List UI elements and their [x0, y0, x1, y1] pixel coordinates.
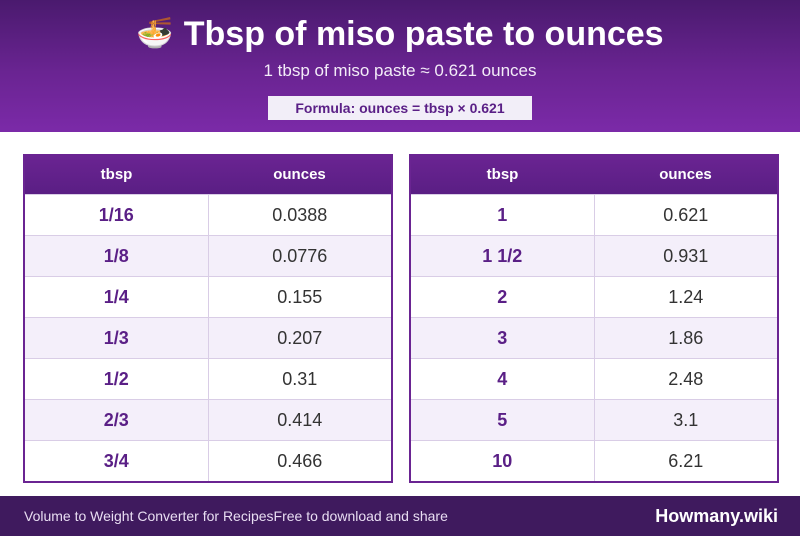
cell-ounces: 6.21	[668, 451, 704, 471]
column-header-ounces: ounces	[273, 166, 326, 183]
page-title-text: Tbsp of miso paste to ounces	[183, 15, 664, 53]
table-row: 5 3.1	[411, 399, 777, 440]
noodle-bowl-icon: 🍜	[136, 17, 174, 50]
cell-tbsp: 10	[411, 441, 595, 481]
table-row: 1/4 0.155	[25, 276, 391, 317]
cell-ounces: 0.621	[663, 205, 709, 225]
column-header-tbsp: tbsp	[486, 166, 519, 183]
formula-badge: Formula: ounces = tbsp × 0.621	[268, 96, 532, 120]
table-row: 1 1/2 0.931	[411, 235, 777, 276]
table-row: 1/2 0.31	[25, 358, 391, 399]
cell-tbsp: 5	[411, 400, 595, 440]
conversion-table-right: tbsp ounces 1 0.621 1 1/2 0.931 2 1.24 3 1.86 4 2…	[409, 154, 779, 483]
table-row: 1/16 0.0388	[25, 194, 391, 235]
table-row: 10 6.21	[411, 440, 777, 481]
cell-ounces: 0.207	[277, 328, 323, 348]
cell-ounces: 0.466	[277, 451, 323, 471]
cell-ounces: 3.1	[673, 410, 699, 430]
column-header-ounces: ounces	[659, 166, 712, 183]
page-title: 🍜 Tbsp of miso paste to ounces	[0, 12, 800, 56]
table-row: 2 1.24	[411, 276, 777, 317]
conversion-table-left: tbsp ounces 1/16 0.0388 1/8 0.0776 1/4 0.155 1…	[23, 154, 393, 483]
table-row: 3 1.86	[411, 317, 777, 358]
cell-ounces: 0.414	[277, 410, 323, 430]
table-row: 2/3 0.414	[25, 399, 391, 440]
cell-ounces: 0.931	[663, 246, 709, 266]
cell-ounces: 2.48	[668, 369, 704, 389]
cell-tbsp: 3	[411, 318, 595, 358]
footer-bar: Volume to Weight Converter for RecipesFr…	[0, 496, 800, 536]
cell-tbsp: 1/2	[25, 359, 209, 399]
cell-ounces: 0.0388	[272, 205, 328, 225]
cell-tbsp: 1/8	[25, 236, 209, 276]
cell-ounces: 0.155	[277, 287, 323, 307]
cell-ounces: 0.0776	[272, 246, 328, 266]
cell-tbsp: 3/4	[25, 441, 209, 481]
table-row: 3/4 0.466	[25, 440, 391, 481]
cell-tbsp: 1/4	[25, 277, 209, 317]
cell-tbsp: 4	[411, 359, 595, 399]
cell-ounces: 1.24	[668, 287, 704, 307]
cell-tbsp: 2	[411, 277, 595, 317]
cell-tbsp: 2/3	[25, 400, 209, 440]
brand-logo-text[interactable]: Howmany.wiki	[655, 506, 778, 526]
page-subtitle: 1 tbsp of miso paste ≈ 0.621 ounces	[263, 61, 537, 80]
cell-tbsp: 1 1/2	[411, 236, 595, 276]
header-banner: 🍜 Tbsp of miso paste to ounces 1 tbsp of …	[0, 0, 800, 132]
cell-tbsp: 1	[411, 195, 595, 235]
table-row: 1/8 0.0776	[25, 235, 391, 276]
table-body: 1/16 0.0388 1/8 0.0776 1/4 0.155 1/3 0.207 1/2 0.…	[25, 194, 391, 481]
table-header: tbsp ounces	[411, 156, 777, 194]
table-header: tbsp ounces	[25, 156, 391, 194]
table-row: 4 2.48	[411, 358, 777, 399]
cell-ounces: 1.86	[668, 328, 704, 348]
table-row: 1 0.621	[411, 194, 777, 235]
column-header-tbsp: tbsp	[100, 166, 133, 183]
footer-description: Volume to Weight Converter for RecipesFr…	[24, 508, 448, 524]
table-body: 1 0.621 1 1/2 0.931 2 1.24 3 1.86 4 2.48 5 3.1 10 6.2…	[411, 194, 777, 481]
cell-ounces: 0.31	[282, 369, 318, 389]
table-row: 1/3 0.207	[25, 317, 391, 358]
cell-tbsp: 1/16	[25, 195, 209, 235]
cell-tbsp: 1/3	[25, 318, 209, 358]
